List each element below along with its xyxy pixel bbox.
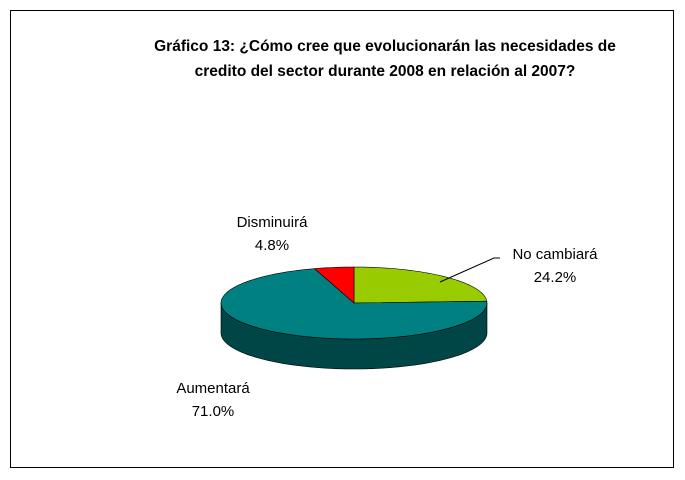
slice [220, 268, 488, 340]
chart-title: Gráfico 13: ¿Cómo cree que evolucionarán… [154, 38, 616, 80]
slice [313, 266, 355, 304]
slice [353, 266, 488, 304]
leader-line [439, 257, 500, 283]
slice-label: Disminuirá [237, 214, 309, 231]
slice-label: Aumentará [176, 380, 250, 397]
slice-value-label: 4.8% [255, 237, 289, 254]
chart-frame [10, 10, 674, 468]
slice-value-label: 24.2% [534, 269, 577, 286]
slice-label: No cambiará [512, 246, 598, 263]
slice-value-label: 71.0% [192, 403, 235, 420]
